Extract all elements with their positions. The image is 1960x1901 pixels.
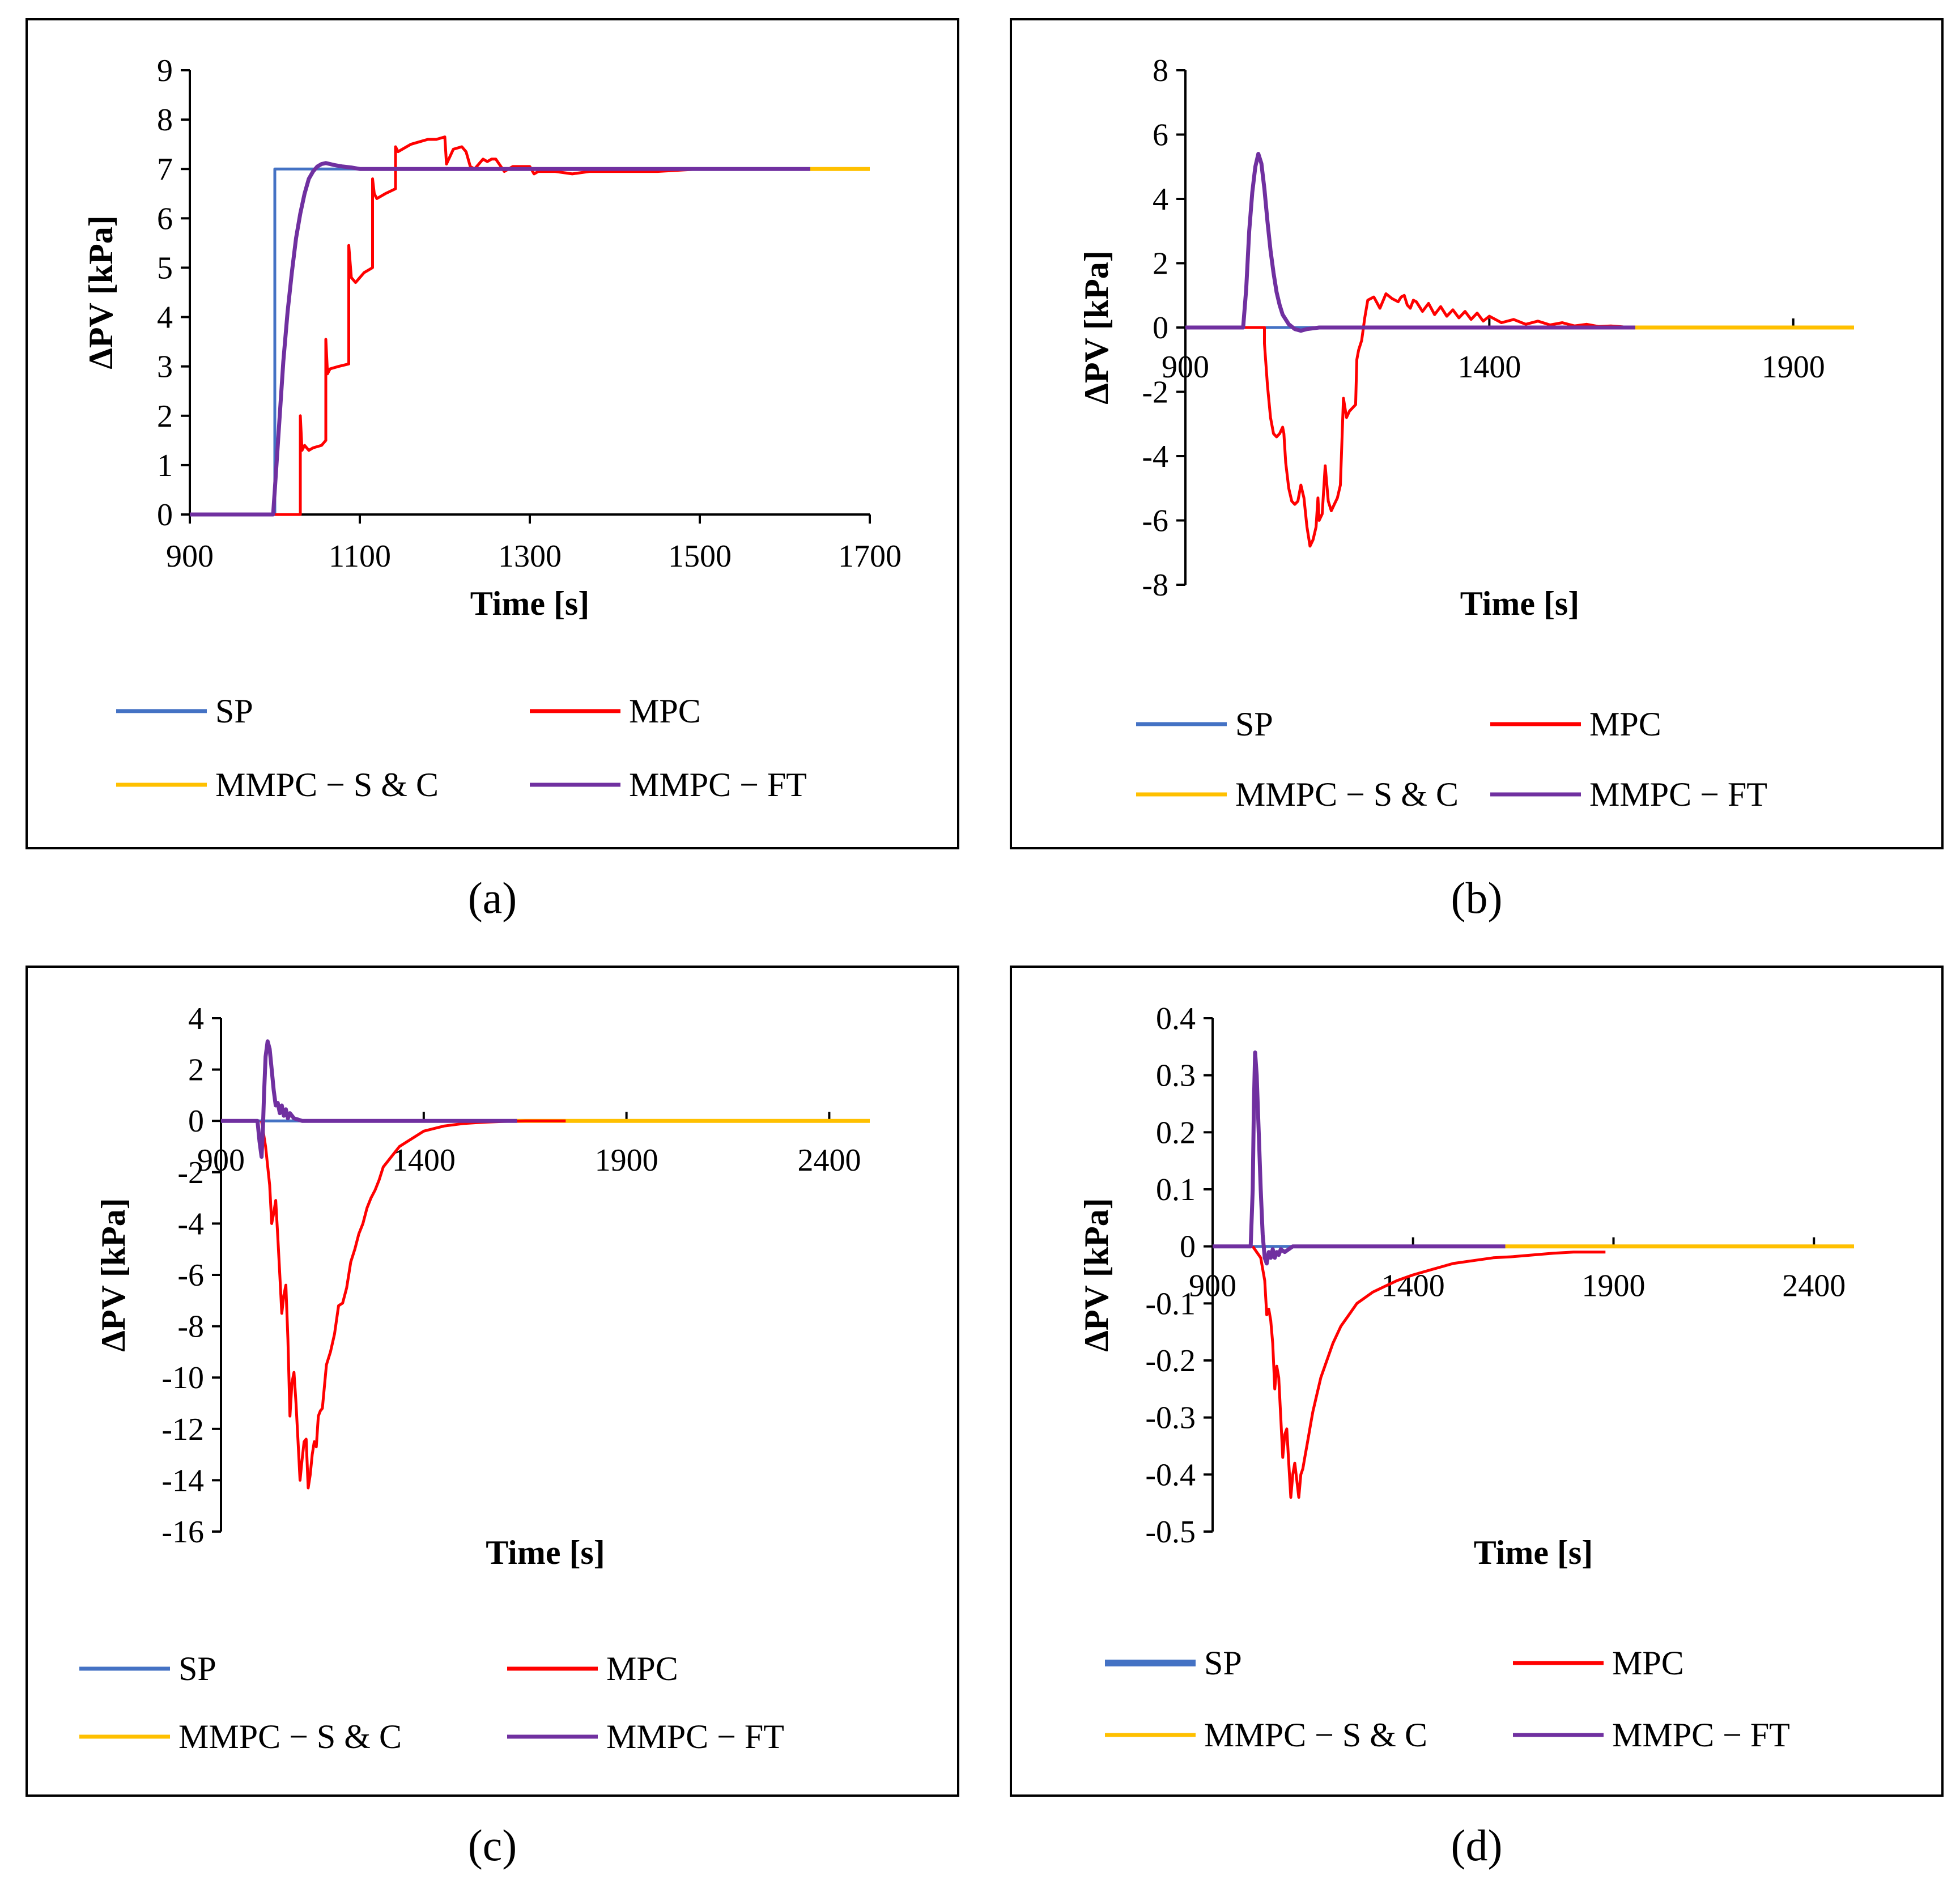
y-tick-label: -0.5	[1145, 1515, 1196, 1550]
y-tick-label: 2	[188, 1053, 204, 1088]
legend-label: MPC	[1589, 705, 1661, 743]
x-axis-title: Time [s]	[486, 1534, 605, 1571]
series-line-mpc	[260, 1119, 566, 1490]
caption-d: (d)	[1451, 1821, 1503, 1870]
y-tick-label: 0.3	[1156, 1058, 1196, 1094]
y-tick-label: 4	[157, 300, 173, 335]
y-tick-label: -6	[177, 1258, 204, 1293]
y-tick-label: 1	[157, 448, 173, 483]
caption-c: (c)	[467, 1821, 517, 1870]
x-axis-title: Time [s]	[1460, 585, 1580, 622]
panel-c	[25, 966, 959, 1797]
x-tick-label: 900	[197, 1143, 245, 1178]
y-tick-label: 4	[188, 1001, 204, 1036]
y-tick-label: 0	[1153, 311, 1168, 346]
x-tick-label: 2400	[797, 1143, 861, 1178]
legend-label: MPC	[606, 1650, 678, 1687]
y-axis-title: ΔPV [kPa]	[1078, 250, 1115, 405]
panel-d	[1010, 966, 1944, 1797]
x-tick-label: 900	[1162, 350, 1209, 385]
y-axis-title: ΔPV [kPa]	[95, 1198, 132, 1352]
x-tick-label: 1900	[595, 1143, 658, 1178]
series-line-mmpc-ft	[221, 1039, 517, 1159]
y-tick-label: -14	[161, 1463, 204, 1498]
x-tick-label: 1900	[1762, 350, 1825, 385]
y-tick-label: -8	[1142, 568, 1168, 603]
y-tick-label: 4	[1153, 182, 1168, 217]
y-tick-label: 0.2	[1156, 1115, 1196, 1150]
y-tick-label: 3	[157, 350, 173, 385]
legend-label: MMPC − FT	[629, 766, 807, 803]
legend-label: MMPC − FT	[1612, 1716, 1790, 1754]
series-line-mpc	[1251, 1245, 1606, 1499]
legend-label: MPC	[1612, 1644, 1684, 1682]
y-tick-label: -12	[161, 1412, 204, 1447]
legend-label: MMPC − S & C	[215, 766, 439, 803]
caption-a: (a)	[467, 873, 517, 922]
legend-label: SP	[1235, 705, 1273, 743]
y-tick-label: -2	[177, 1155, 204, 1190]
y-tick-label: 7	[157, 152, 173, 187]
y-tick-label: 5	[157, 250, 173, 286]
y-tick-label: -6	[1142, 504, 1168, 539]
x-tick-label: 1900	[1582, 1269, 1646, 1304]
x-tick-label: 1400	[392, 1143, 456, 1178]
y-tick-label: 0.1	[1156, 1172, 1196, 1207]
y-tick-label: 2	[157, 399, 173, 434]
legend-label: MMPC − S & C	[178, 1718, 402, 1755]
x-tick-label: 900	[166, 539, 214, 574]
y-tick-label: 8	[1153, 53, 1168, 88]
y-tick-label: 0	[188, 1104, 204, 1139]
legend-label: MPC	[629, 692, 701, 730]
y-tick-label: -0.2	[1145, 1343, 1196, 1379]
x-tick-label: 2400	[1782, 1269, 1846, 1304]
y-tick-label: 9	[157, 53, 173, 88]
legend-label: SP	[1204, 1644, 1242, 1682]
x-tick-label: 1300	[498, 539, 562, 574]
legend-label: MMPC − S & C	[1235, 776, 1459, 813]
y-tick-label: -4	[1142, 439, 1168, 474]
y-tick-label: 0	[1180, 1230, 1196, 1265]
y-tick-label: -0.3	[1145, 1401, 1196, 1436]
y-tick-label: 6	[157, 201, 173, 236]
y-tick-label: -16	[161, 1515, 204, 1550]
y-tick-label: 8	[157, 103, 173, 138]
y-tick-label: -2	[1142, 375, 1168, 410]
series-line-mpc	[1185, 292, 1635, 548]
x-tick-label: 900	[1189, 1269, 1236, 1304]
series-line-mmpc-ft	[1185, 152, 1635, 333]
legend-label: MMPC − S & C	[1204, 1716, 1427, 1754]
x-tick-label: 1100	[329, 539, 391, 574]
series-line-mpc	[190, 135, 810, 516]
x-tick-label: 1400	[1457, 350, 1521, 385]
x-tick-label: 1500	[668, 539, 732, 574]
y-tick-label: 0.4	[1156, 1001, 1196, 1036]
y-tick-label: 6	[1153, 118, 1168, 153]
y-tick-label: -10	[161, 1360, 204, 1396]
series-line-mmpc-ft	[190, 161, 810, 517]
x-axis-title: Time [s]	[1474, 1534, 1593, 1571]
x-axis-title: Time [s]	[470, 585, 590, 622]
y-tick-label: 2	[1153, 246, 1168, 282]
y-axis-title: ΔPV [kPa]	[82, 215, 120, 369]
legend-label: SP	[178, 1650, 216, 1687]
panel-b	[1010, 18, 1944, 849]
caption-b: (b)	[1451, 873, 1503, 922]
x-tick-label: 1700	[838, 539, 902, 574]
y-tick-label: 0	[157, 497, 173, 533]
y-tick-label: -8	[177, 1309, 204, 1345]
y-axis-title: ΔPV [kPa]	[1078, 1198, 1115, 1352]
legend-label: MMPC − FT	[1589, 776, 1767, 813]
y-tick-label: -0.4	[1145, 1457, 1196, 1492]
legend-label: SP	[215, 692, 253, 730]
series-line-mmpc-ft	[1213, 1050, 1506, 1266]
y-tick-label: -0.1	[1145, 1286, 1196, 1321]
legend-label: MMPC − FT	[606, 1718, 784, 1755]
y-tick-label: -4	[177, 1206, 204, 1241]
